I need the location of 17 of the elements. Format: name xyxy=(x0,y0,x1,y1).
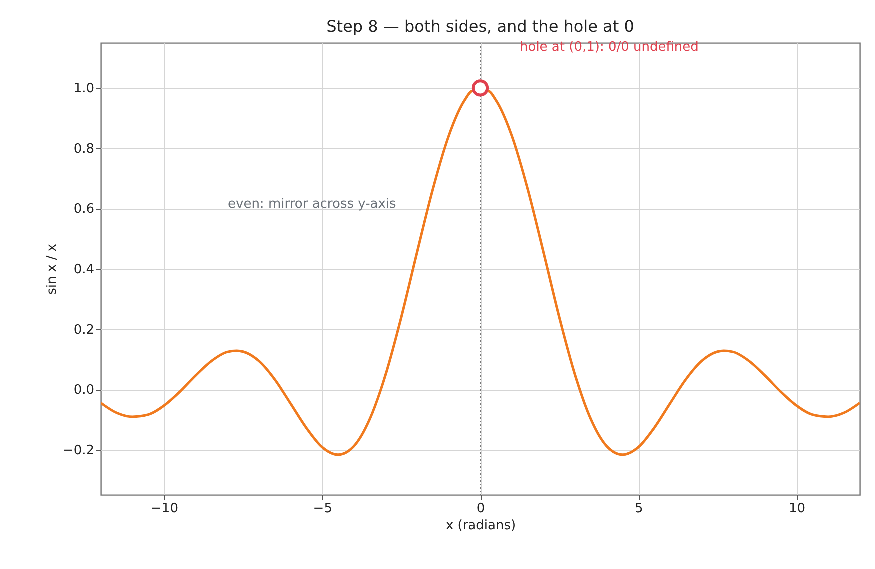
annotation: even: mirror across y-axis xyxy=(228,197,397,212)
y-tick-label: 0.8 xyxy=(74,142,94,157)
y-axis-title: sin x / x xyxy=(44,244,60,295)
x-tick-label: 5 xyxy=(634,502,644,516)
x-tick-label: 10 xyxy=(788,502,806,516)
y-tick-label: −0.2 xyxy=(62,443,94,458)
y-tick-label: 0.6 xyxy=(74,202,94,218)
chart-title: Step 8 — both sides, and the hole at 0 xyxy=(326,17,634,36)
x-tick-label: −5 xyxy=(313,502,332,516)
x-tick-label: −10 xyxy=(151,502,178,516)
x-axis-title: x (radians) xyxy=(446,518,516,534)
x-tick-label: 0 xyxy=(476,502,486,516)
y-tick-label: 0.2 xyxy=(74,322,94,338)
y-tick-label: 0.4 xyxy=(74,262,94,278)
y-tick-label: 0.0 xyxy=(74,383,94,398)
annotation: hole at (0,1): 0/0 undefined xyxy=(520,40,699,55)
y-tick-label: 1.0 xyxy=(74,82,94,97)
